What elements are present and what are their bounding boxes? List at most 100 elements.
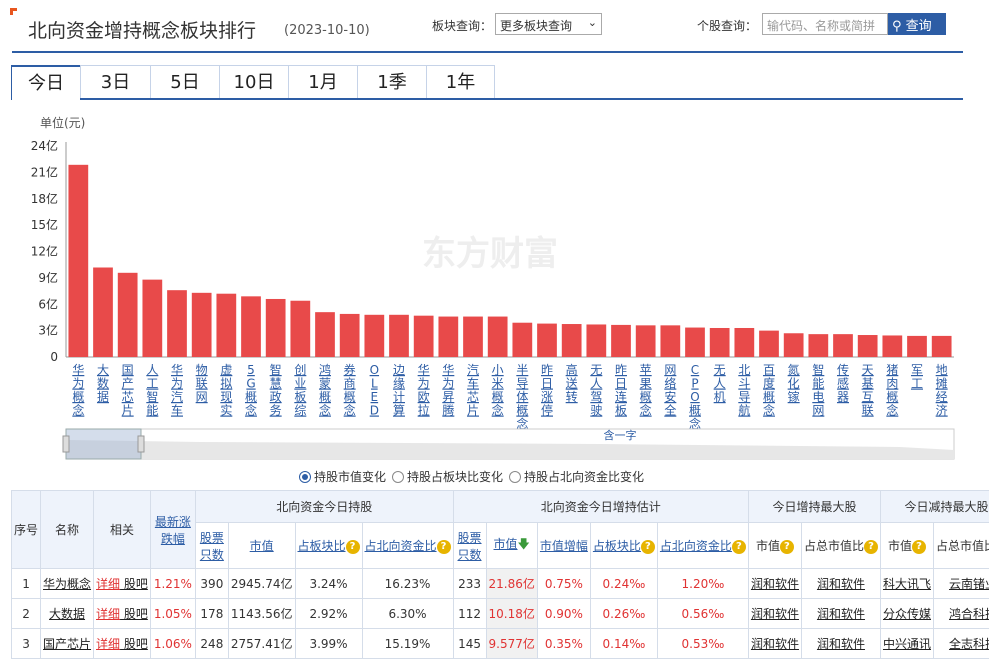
x-tick-label: 氮化镓 xyxy=(788,362,800,404)
col-add-inc[interactable]: 市值增幅 xyxy=(537,523,590,569)
sector-name-link-cell: 华为概念 xyxy=(41,569,94,599)
col-max-sub-value: 市值? xyxy=(880,523,933,569)
x-tick-label: 小米概念 xyxy=(492,363,504,418)
max-sub-value-link[interactable]: 分众传媒 xyxy=(883,607,931,621)
sort-change: 最新涨跌幅 xyxy=(153,513,193,547)
tab-today[interactable]: 今日 xyxy=(11,65,81,100)
add-north-ratio: 0.56‰ xyxy=(657,599,748,629)
x-tick-label: 无人驾驶 xyxy=(590,363,602,418)
page-date: (2023-10-10) xyxy=(284,23,370,38)
col-hold-value[interactable]: 市值 xyxy=(228,523,295,569)
max-add-value-link-cell: 润和软件 xyxy=(748,599,801,629)
stock-search-input[interactable]: 输代码、名称或简拼 xyxy=(762,13,888,35)
radio-value-change[interactable]: 持股市值变化 xyxy=(299,468,386,485)
bar-31 xyxy=(833,334,853,357)
add-count: 233 xyxy=(453,569,486,599)
add-count: 145 xyxy=(453,629,486,659)
add-sector-ratio: 0.26‰ xyxy=(590,599,657,629)
help-icon[interactable]: ? xyxy=(732,540,746,554)
ranking-table: 序号 名称 相关 最新涨跌幅 北向资金今日持股 北向资金今日增持估计 今日增持最… xyxy=(11,490,989,659)
tab-1quarter[interactable]: 1季 xyxy=(357,65,427,99)
max-add-ratio-link-cell: 润和软件 xyxy=(801,569,880,599)
sort-hold-sector: 占板块比 xyxy=(298,539,346,553)
max-sub-ratio-link[interactable]: 云南锗业 xyxy=(949,577,989,591)
help-icon[interactable]: ? xyxy=(864,540,878,554)
help-icon[interactable]: ? xyxy=(780,540,794,554)
max-add-ratio-link[interactable]: 润和软件 xyxy=(817,607,865,621)
tab-5day[interactable]: 5日 xyxy=(150,65,220,99)
help-icon[interactable]: ? xyxy=(912,540,926,554)
x-tick-label: 券商概念 xyxy=(344,362,356,418)
header-label: 占总市值比 xyxy=(804,539,864,553)
header-label: 市值 xyxy=(756,539,780,553)
bar-22 xyxy=(611,325,631,357)
sort-add-sector: 占板块比 xyxy=(593,539,641,553)
watermark-text: 东方财富 xyxy=(422,234,558,274)
col-hold-sector[interactable]: 占板块比? xyxy=(295,523,362,569)
sector-name-link[interactable]: 大数据 xyxy=(49,607,85,621)
hold-count: 178 xyxy=(195,599,228,629)
col-max-sub-ratio: 占总市值比? xyxy=(933,523,989,569)
col-change[interactable]: 最新涨跌幅 xyxy=(150,491,195,569)
col-add-value[interactable]: 市值🡇 xyxy=(486,523,537,569)
help-icon[interactable]: ? xyxy=(641,540,655,554)
x-tick-label: 天基互联 xyxy=(862,363,874,418)
help-icon[interactable]: ? xyxy=(346,540,360,554)
detail-link[interactable]: 详细 xyxy=(96,577,120,591)
max-add-ratio-link[interactable]: 润和软件 xyxy=(817,577,865,591)
max-sub-ratio-link[interactable]: 鸿合科技 xyxy=(949,607,989,621)
max-add-ratio-link[interactable]: 润和软件 xyxy=(817,637,865,651)
max-sub-ratio-link[interactable]: 全志科技 xyxy=(949,637,989,651)
guba-link[interactable]: 股吧 xyxy=(120,577,148,591)
navigator-handle-left xyxy=(63,436,69,452)
sector-query-select[interactable]: 更多板块查询 ⌄ xyxy=(495,13,602,35)
max-sub-value-link[interactable]: 科大讯飞 xyxy=(883,577,931,591)
bar-33 xyxy=(882,335,902,357)
add-sector-ratio: 0.24‰ xyxy=(590,569,657,599)
search-button[interactable]: ⚲ 查询 xyxy=(888,13,946,35)
related-links: 详细 股吧 xyxy=(94,599,151,629)
sector-name-link[interactable]: 华为概念 xyxy=(43,577,91,591)
bar-18 xyxy=(512,323,532,357)
bar-25 xyxy=(685,328,705,357)
tab-1year[interactable]: 1年 xyxy=(426,65,495,99)
col-hold-north[interactable]: 占北向资金比? xyxy=(362,523,453,569)
bar-15 xyxy=(438,317,458,357)
detail-link[interactable]: 详细 xyxy=(96,607,120,621)
tab-1month[interactable]: 1月 xyxy=(288,65,358,99)
radio-north-ratio-change[interactable]: 持股占北向资金比变化 xyxy=(509,468,644,485)
sort-add-north: 占北向资金比 xyxy=(660,539,732,553)
max-add-value-link[interactable]: 润和软件 xyxy=(751,607,799,621)
group-hold: 北向资金今日持股 xyxy=(195,491,453,523)
radio-sector-ratio-change[interactable]: 持股占板块比变化 xyxy=(392,468,503,485)
col-add-sector[interactable]: 占板块比? xyxy=(590,523,657,569)
help-icon[interactable]: ? xyxy=(437,540,451,554)
sector-name-link[interactable]: 国产芯片 xyxy=(43,637,91,651)
col-hold-count[interactable]: 股票只数 xyxy=(195,523,228,569)
col-add-count[interactable]: 股票只数 xyxy=(453,523,486,569)
bar-12 xyxy=(364,315,384,357)
max-add-value-link[interactable]: 润和软件 xyxy=(751,637,799,651)
tab-10day[interactable]: 10日 xyxy=(219,65,289,99)
bar-6 xyxy=(216,294,236,357)
bar-16 xyxy=(463,317,483,357)
detail-link[interactable]: 详细 xyxy=(96,637,120,651)
max-add-value-link[interactable]: 润和软件 xyxy=(751,577,799,591)
x-tick-label: 鸿蒙概念 xyxy=(319,363,331,418)
radio-label: 持股占板块比变化 xyxy=(407,468,503,485)
max-sub-ratio-link-cell: 鸿合科技 xyxy=(933,599,989,629)
bar-35 xyxy=(932,336,952,357)
guba-link[interactable]: 股吧 xyxy=(120,637,148,651)
chart-mode-radios: 持股市值变化 持股占板块比变化 持股占北向资金比变化 xyxy=(299,468,644,485)
max-sub-value-link[interactable]: 中兴通讯 xyxy=(883,637,931,651)
bar-0 xyxy=(68,165,88,357)
header-divider xyxy=(12,51,963,53)
x-tick-label: 军工 xyxy=(911,363,923,391)
y-tick-label: 9亿 xyxy=(38,270,58,285)
add-north-ratio: 1.20‰ xyxy=(657,569,748,599)
tab-3day[interactable]: 3日 xyxy=(80,65,151,99)
col-add-north[interactable]: 占北向资金比? xyxy=(657,523,748,569)
bar-3 xyxy=(142,280,162,357)
col-max-add-ratio: 占总市值比? xyxy=(801,523,880,569)
guba-link[interactable]: 股吧 xyxy=(120,607,148,621)
